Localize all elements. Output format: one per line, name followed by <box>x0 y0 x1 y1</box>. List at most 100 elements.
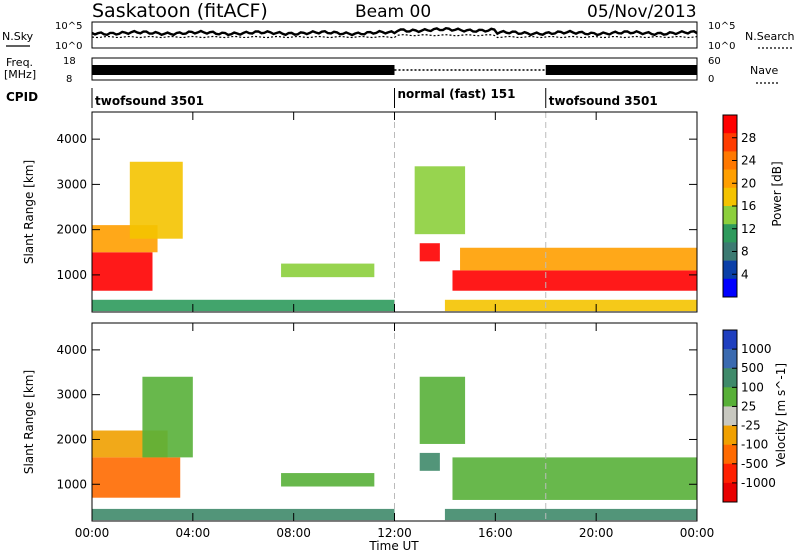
noise-tick-low-right: 10^0 <box>708 41 735 52</box>
cpid-strip: CPID twofsound 3501 normal (fast) 151 tw… <box>6 87 658 108</box>
power-colorbar-tick-label-5: 8 <box>741 245 749 259</box>
time-axis: 00:00 04:00 08:00 12:00 16:00 20:00 00:00 <box>75 526 715 540</box>
velocity-region-2 <box>142 376 193 458</box>
nave-tick-low: 0 <box>708 74 714 85</box>
power-region-9 <box>444 299 697 312</box>
nsky-label: N.Sky <box>2 30 34 43</box>
power-panel: 1000 2000 3000 4000 Slant Range [km] <box>22 111 698 313</box>
time-tick-label-6: 00:00 <box>680 526 715 540</box>
velocity-colorbar-swatch-5 <box>723 425 737 445</box>
power-region-6 <box>414 166 466 235</box>
power-colorbar-swatch-6 <box>723 224 737 243</box>
velocity-colorbar-swatch-3 <box>723 387 737 407</box>
noise-strip-frame <box>91 21 698 49</box>
power-colorbar-tick-label-3: 16 <box>741 199 756 213</box>
velocity-colorbar-swatch-0 <box>723 330 737 350</box>
velocity-colorbar-tick-label-5: -100 <box>741 438 768 452</box>
velocity-colorbar-tick-label-2: 100 <box>741 380 764 394</box>
velocity-colorbar-tick-label-0: 1000 <box>741 342 772 356</box>
beam-title: Beam 00 <box>355 2 431 22</box>
cpid-label: CPID <box>6 90 38 104</box>
velocity-ytick-label-1: 2000 <box>56 432 87 446</box>
velocity-colorbar-tick-label-1: 500 <box>741 361 764 375</box>
power-region-4 <box>92 299 395 312</box>
velocity-colorbar: 1000 500 100 25 -25 -100 -500 -1000 <box>722 329 776 503</box>
velocity-colorbar-swatch-7 <box>723 463 737 484</box>
mode-label-1: twofsound 3501 <box>95 94 204 108</box>
velocity-colorbar-swatch-8 <box>723 482 737 503</box>
power-region-8 <box>460 247 697 271</box>
date-title: 05/Nov/2013 <box>587 2 697 22</box>
power-ytick-label-3: 4000 <box>56 132 87 146</box>
time-tick-label-5: 20:00 <box>579 526 614 540</box>
freq-tick-low: 8 <box>66 74 72 85</box>
nave-tick-high: 60 <box>708 56 721 67</box>
velocity-colorbar-tick-label-3: 25 <box>741 399 756 413</box>
noise-tick-low-left: 10^0 <box>55 41 82 52</box>
nsearch-label: N.Search <box>745 30 795 43</box>
power-colorbar-swatch-0 <box>723 115 737 134</box>
mode-label-2: normal (fast) 151 <box>398 87 516 101</box>
power-cells <box>92 161 697 312</box>
power-colorbar-tick-label-6: 4 <box>741 267 749 281</box>
time-axis-label: Time UT <box>368 539 419 553</box>
velocity-colorbar-label: Velocity [m s^-1] <box>774 363 788 467</box>
velocity-colorbar-swatch-4 <box>723 406 737 426</box>
mode-label-3: twofsound 3501 <box>549 94 658 108</box>
power-colorbar-swatch-9 <box>723 278 737 298</box>
frequency-band-twofsound <box>92 65 395 75</box>
velocity-region-3 <box>281 473 375 487</box>
power-ytick-label-1: 2000 <box>56 223 87 237</box>
nsky-trace <box>91 26 698 37</box>
noise-strip: N.Sky 10^5 10^0 10^5 10^0 N.Search <box>2 21 795 52</box>
power-region-2 <box>129 161 183 239</box>
power-colorbar-label: Power [dB] <box>770 161 784 226</box>
nsearch-trace <box>91 34 698 39</box>
power-panel-frame <box>91 111 698 313</box>
station-title: Saskatoon (fitACF) <box>92 0 268 22</box>
power-region-7 <box>452 270 697 291</box>
time-tick-label-1: 04:00 <box>176 526 211 540</box>
velocity-region-6 <box>419 376 466 444</box>
velocity-ytick-label-3: 4000 <box>56 343 87 357</box>
power-region-0 <box>92 252 153 291</box>
power-colorbar-swatch-2 <box>723 151 737 170</box>
velocity-colorbar-tick-label-6: -500 <box>741 457 768 471</box>
power-ylabel: Slant Range [km] <box>22 160 36 264</box>
power-colorbar-tick-label-0: 28 <box>741 131 756 145</box>
velocity-region-7 <box>452 457 697 500</box>
power-ytick-label-2: 3000 <box>56 177 87 191</box>
velocity-colorbar-tick-label-7: -1000 <box>741 476 776 490</box>
power-colorbar-swatch-8 <box>723 260 737 280</box>
velocity-colorbar-frame <box>722 329 738 503</box>
nave-label: Nave <box>750 64 778 77</box>
velocity-ytick-label-0: 1000 <box>56 477 87 491</box>
noise-tick-high-left: 10^5 <box>55 21 82 32</box>
velocity-panel: 1000 2000 3000 4000 Slant Range [km] <box>22 322 698 522</box>
power-region-3 <box>281 263 375 278</box>
velocity-colorbar-swatch-1 <box>723 349 737 369</box>
frequency-strip: Freq. [MHz] 18 8 60 0 Nave <box>4 56 778 85</box>
frequency-band-twofsound-late <box>545 65 697 75</box>
time-tick-label-0: 00:00 <box>75 526 110 540</box>
power-ytick-label-0: 1000 <box>56 268 87 282</box>
velocity-region-5 <box>419 452 440 471</box>
power-colorbar-tick-label-4: 12 <box>741 222 756 236</box>
velocity-colorbar-swatch-6 <box>723 444 737 465</box>
power-colorbar-swatch-5 <box>723 206 737 225</box>
power-colorbar-tick-label-1: 24 <box>741 154 756 168</box>
velocity-region-4 <box>92 508 395 521</box>
freq-tick-high: 18 <box>63 56 76 67</box>
noise-tick-high-right: 10^5 <box>708 21 735 32</box>
power-colorbar-tick-label-2: 20 <box>741 176 756 190</box>
time-tick-label-4: 16:00 <box>478 526 513 540</box>
power-colorbar-swatch-7 <box>723 242 737 261</box>
power-colorbar-swatch-4 <box>723 187 737 207</box>
velocity-panel-frame <box>91 322 698 522</box>
velocity-ytick-label-2: 3000 <box>56 388 87 402</box>
power-colorbar: 28 24 20 16 12 8 4 <box>722 114 756 298</box>
freq-label-1: Freq. <box>6 56 33 69</box>
freq-label-2: [MHz] <box>4 68 36 81</box>
velocity-region-8 <box>444 508 697 521</box>
